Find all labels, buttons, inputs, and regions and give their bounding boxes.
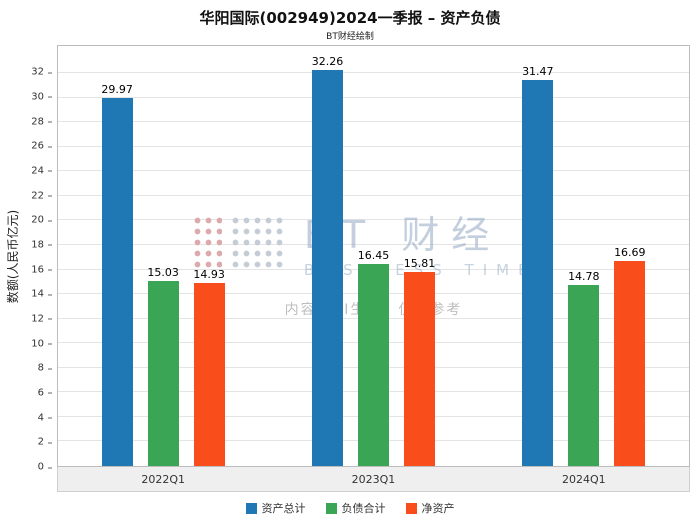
- y-tick-label: 14: [0, 289, 53, 300]
- y-tick-label: 0: [0, 462, 53, 473]
- bar-资产总计-2023Q1: 32.26: [312, 55, 343, 466]
- bar-value-label: 15.81: [403, 256, 436, 270]
- x-tick-label: 2022Q1: [141, 472, 185, 486]
- y-tick-label: 20: [0, 215, 53, 226]
- legend-swatch: [245, 502, 257, 514]
- x-tick-label: 2024Q1: [561, 472, 606, 486]
- bar-group-2022Q1: 29.97 15.03 14.93: [58, 46, 268, 466]
- chart-subtitle: BT财经绘制: [326, 32, 374, 42]
- bar-value-label: 14.93: [193, 267, 225, 281]
- bar-负债合计-2024Q1: 14.78: [568, 270, 600, 466]
- legend-label: 净资产: [421, 502, 455, 515]
- bar-资产总计-2024Q1: 31.47: [522, 65, 554, 466]
- legend: 资产总计 负债合计 净资产: [0, 500, 700, 516]
- bar-value-label: 32.26: [311, 54, 344, 68]
- bar-value-label: 31.47: [522, 64, 554, 78]
- legend-item: 净资产: [405, 500, 455, 516]
- y-tick-label: 10: [0, 338, 53, 349]
- legend-label: 资产总计: [261, 502, 306, 515]
- bar-value-label: 16.45: [357, 248, 390, 262]
- y-tick-label: 4: [0, 412, 53, 423]
- bar-value-label: 16.69: [614, 246, 646, 260]
- gridline: [58, 194, 689, 196]
- bar-负债合计-2023Q1: 16.45: [358, 249, 389, 466]
- y-tick-label: 6: [0, 387, 53, 398]
- legend-label: 负债合计: [341, 502, 386, 515]
- bar-资产总计-2022Q1: 29.97: [101, 83, 133, 466]
- bar-净资产-2022Q1: 14.93: [193, 268, 225, 466]
- y-tick-label: 24: [0, 165, 53, 176]
- legend-item: 资产总计: [245, 500, 306, 516]
- gridline: [58, 219, 689, 221]
- y-tick-label: 28: [0, 116, 53, 127]
- chart-title: 华阳国际(002949)2024一季报 – 资产负债: [199, 9, 501, 27]
- gridline: [58, 170, 689, 172]
- bar-净资产-2023Q1: 15.81: [404, 257, 435, 466]
- y-tick-label: 30: [0, 91, 53, 102]
- y-tick-label: 26: [0, 141, 53, 152]
- bar-groups: 29.97 15.03 14.93 32.26 16.45 15.81 31.47 14.78…: [58, 46, 689, 466]
- x-tick-label: 2023Q1: [351, 472, 396, 486]
- y-tick-label: 18: [0, 239, 53, 250]
- y-axis-ticks: 0 2 4 6 8 10 12 14 16 18 20 22 24 26 28 30 32: [0, 45, 53, 473]
- gridline: [58, 72, 689, 74]
- y-tick-label: 12: [0, 313, 53, 324]
- gridline: [58, 121, 689, 123]
- bar-负债合计-2022Q1: 15.03: [147, 266, 179, 466]
- bar-净资产-2024Q1: 16.69: [614, 246, 646, 466]
- y-tick-label: 22: [0, 190, 53, 201]
- x-axis: 2022Q1 2023Q1 2024Q1: [57, 467, 690, 492]
- y-tick-label: 32: [0, 67, 53, 78]
- gridline: [58, 145, 689, 147]
- bar-group-2023Q1: 32.26 16.45 15.81: [268, 46, 478, 466]
- bar-value-label: 14.78: [568, 269, 600, 283]
- gridline: [58, 243, 689, 245]
- bar-value-label: 29.97: [101, 82, 133, 96]
- gridline: [58, 96, 689, 98]
- bar-group-2024Q1: 31.47 14.78 16.69: [479, 46, 689, 466]
- legend-swatch: [405, 502, 417, 514]
- y-tick-label: 2: [0, 437, 53, 448]
- y-tick-label: 16: [0, 264, 53, 275]
- bar-value-label: 15.03: [147, 266, 179, 280]
- plot-area: BT 财经 BUSINESS TIMES 内容由AI生成，仅供参考 29.971…: [57, 45, 690, 467]
- legend-item: 负债合计: [325, 500, 386, 516]
- legend-swatch: [325, 502, 337, 514]
- y-tick-label: 8: [0, 363, 53, 374]
